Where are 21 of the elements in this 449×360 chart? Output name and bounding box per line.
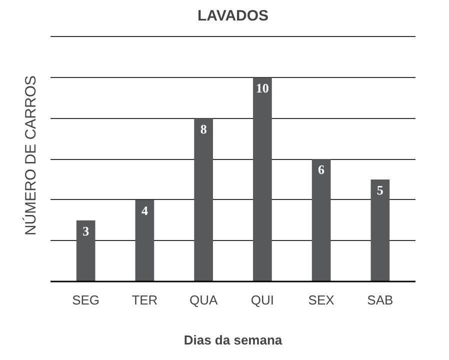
- bar: [370, 180, 390, 282]
- bar: [76, 220, 96, 282]
- data-label: 3: [82, 223, 90, 238]
- data-label: 8: [200, 121, 208, 136]
- chart-title: LAVADOS: [197, 8, 269, 24]
- data-label: 4: [141, 202, 148, 218]
- x-tick-label: QUA: [189, 292, 218, 308]
- bar: [135, 200, 154, 282]
- x-axis-title: Dias da semana: [184, 332, 283, 348]
- data-label: 5: [376, 182, 384, 198]
- data-label: 10: [256, 80, 269, 96]
- bar: [253, 78, 272, 282]
- y-axis-title: NÚMERO DE CARROS: [22, 75, 40, 236]
- data-label: 6: [318, 162, 326, 178]
- x-tick-label: TER: [132, 292, 158, 308]
- x-tick-label: QUI: [250, 292, 274, 308]
- x-tick-label: SAB: [367, 292, 394, 308]
- bar: [312, 159, 331, 282]
- x-tick-label: SEG: [72, 292, 100, 308]
- x-tick-label: SEX: [308, 292, 335, 308]
- bar: [194, 118, 213, 282]
